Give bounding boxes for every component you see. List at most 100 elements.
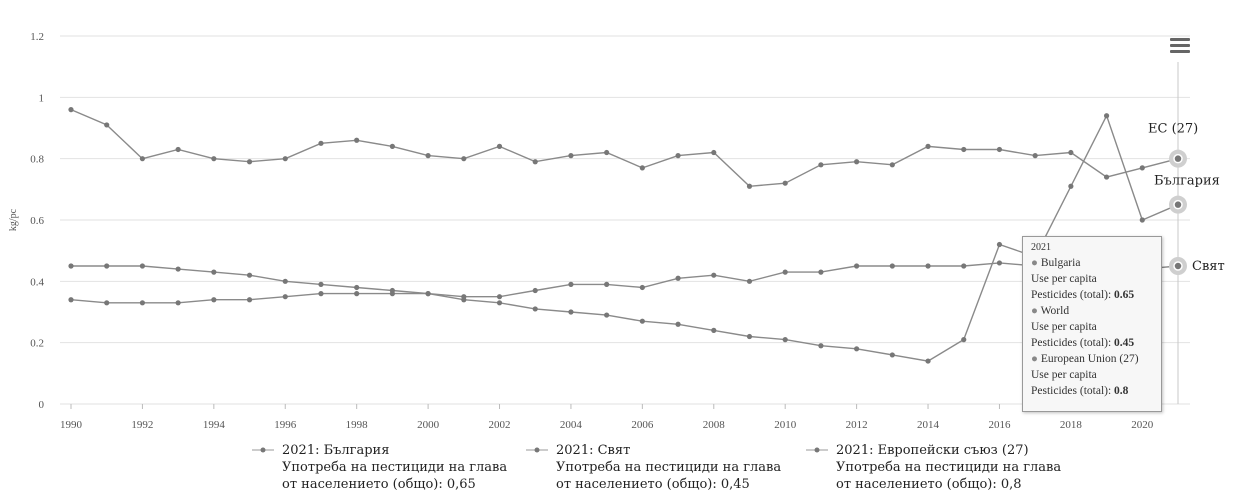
tooltip-entry: ● World Use per capita Pesticides (total…: [1031, 305, 1135, 349]
data-point[interactable]: [1032, 153, 1038, 159]
data-point[interactable]: [318, 281, 324, 287]
data-point[interactable]: [282, 156, 288, 162]
series-line[interactable]: [71, 262, 1179, 298]
data-point[interactable]: [461, 156, 467, 162]
data-point[interactable]: [711, 149, 717, 156]
series-end-label: Свят: [1192, 259, 1225, 274]
data-point[interactable]: [782, 269, 788, 275]
data-point[interactable]: [604, 312, 610, 318]
data-point[interactable]: [675, 153, 681, 159]
data-point[interactable]: [246, 272, 253, 278]
data-point[interactable]: [854, 159, 860, 165]
data-point[interactable]: [818, 269, 824, 275]
data-point[interactable]: [532, 287, 538, 294]
data-point[interactable]: [175, 266, 181, 272]
data-point[interactable]: [211, 269, 217, 275]
data-point[interactable]: [425, 153, 431, 159]
data-point[interactable]: [175, 300, 181, 306]
data-point[interactable]: [818, 162, 824, 168]
data-point[interactable]: [318, 291, 324, 297]
data-point[interactable]: [782, 180, 788, 186]
data-point[interactable]: [568, 281, 574, 287]
data-point[interactable]: [139, 300, 146, 306]
data-point[interactable]: [996, 146, 1003, 153]
data-point[interactable]: [1139, 165, 1145, 171]
data-point[interactable]: [639, 318, 645, 324]
data-point[interactable]: [818, 343, 824, 349]
series-line[interactable]: [70, 108, 1179, 188]
data-point[interactable]: [639, 165, 645, 171]
data-point[interactable]: [532, 159, 538, 165]
data-point[interactable]: [568, 309, 574, 315]
data-point[interactable]: [389, 143, 395, 149]
hamburger-menu-icon[interactable]: [1170, 38, 1190, 56]
series-line[interactable]: [70, 113, 1179, 362]
data-point[interactable]: [389, 287, 395, 294]
data-point[interactable]: [925, 263, 931, 269]
data-point[interactable]: [104, 122, 110, 128]
data-point[interactable]: [675, 321, 681, 327]
legend-item-bulgaria[interactable]: 2021: България Употреба на пестициди на …: [252, 442, 507, 493]
data-point[interactable]: [711, 272, 717, 278]
legend-item-world[interactable]: 2021: Свят Употреба на пестициди на глав…: [526, 442, 781, 493]
data-point[interactable]: [354, 291, 360, 297]
y-tick-label: 0: [39, 399, 45, 411]
data-point[interactable]: [889, 263, 895, 269]
data-point[interactable]: [639, 284, 645, 291]
data-point[interactable]: [1173, 199, 1183, 210]
data-point[interactable]: [604, 281, 610, 287]
data-point[interactable]: [496, 300, 503, 306]
data-point[interactable]: [782, 337, 788, 343]
data-point[interactable]: [211, 297, 217, 303]
data-point[interactable]: [961, 146, 967, 153]
data-point[interactable]: [1068, 183, 1074, 189]
data-point[interactable]: [675, 275, 681, 281]
data-point[interactable]: [889, 352, 895, 358]
data-point[interactable]: [354, 284, 360, 291]
data-point[interactable]: [532, 306, 538, 312]
data-point[interactable]: [104, 300, 110, 306]
data-point[interactable]: [496, 294, 503, 300]
data-point[interactable]: [996, 241, 1003, 248]
data-point[interactable]: [604, 149, 610, 156]
data-point[interactable]: [461, 294, 467, 300]
data-point[interactable]: [139, 156, 146, 162]
data-point[interactable]: [746, 183, 753, 189]
data-point[interactable]: [104, 263, 110, 269]
data-point[interactable]: [175, 146, 181, 153]
data-point[interactable]: [68, 297, 74, 303]
data-point[interactable]: [996, 260, 1003, 266]
data-point[interactable]: [1139, 217, 1145, 223]
data-point[interactable]: [282, 278, 288, 284]
data-point[interactable]: [1103, 174, 1110, 180]
data-point[interactable]: [68, 263, 74, 269]
data-point[interactable]: [568, 153, 574, 159]
data-point[interactable]: [1173, 261, 1183, 271]
x-tick-label: 2010: [774, 419, 797, 431]
data-point[interactable]: [246, 297, 253, 303]
data-point[interactable]: [854, 346, 860, 352]
data-point[interactable]: [746, 278, 753, 284]
data-point[interactable]: [282, 294, 288, 300]
data-point[interactable]: [1103, 113, 1110, 119]
data-point[interactable]: [854, 263, 860, 269]
data-point[interactable]: [961, 263, 967, 269]
data-point[interactable]: [1173, 153, 1183, 164]
legend-item-eu27[interactable]: 2021: Европейски съюз (27) Употреба на п…: [806, 442, 1061, 493]
data-point[interactable]: [711, 327, 717, 333]
legend-title: 2021: България: [282, 443, 390, 458]
data-point[interactable]: [961, 337, 967, 343]
data-point[interactable]: [211, 156, 217, 162]
data-point[interactable]: [246, 159, 253, 165]
data-point[interactable]: [925, 143, 931, 149]
data-point[interactable]: [746, 333, 753, 340]
data-point[interactable]: [354, 137, 360, 143]
data-point[interactable]: [318, 140, 324, 146]
data-point[interactable]: [925, 358, 931, 364]
data-point[interactable]: [1068, 149, 1074, 156]
data-point[interactable]: [425, 291, 431, 297]
data-point[interactable]: [889, 162, 895, 168]
data-point[interactable]: [496, 143, 503, 149]
data-point[interactable]: [139, 263, 146, 269]
data-point[interactable]: [68, 107, 74, 113]
